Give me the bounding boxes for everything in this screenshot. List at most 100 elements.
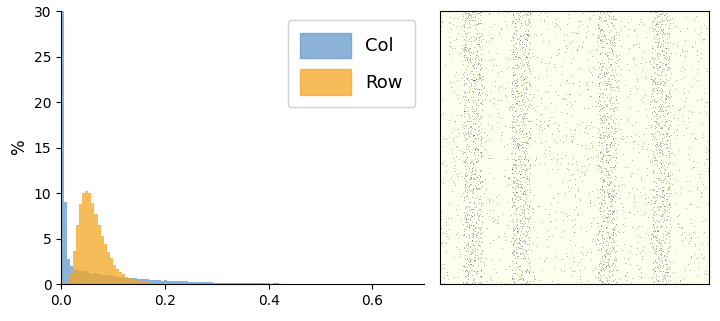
- Point: [459, 205, 471, 210]
- Point: [577, 251, 589, 256]
- Point: [538, 125, 549, 130]
- Point: [593, 231, 604, 236]
- Point: [685, 235, 697, 240]
- Point: [536, 112, 547, 117]
- Point: [469, 243, 480, 248]
- Point: [656, 28, 667, 33]
- Point: [472, 10, 483, 15]
- Point: [582, 250, 593, 255]
- Point: [594, 133, 606, 138]
- Point: [651, 136, 662, 141]
- Point: [519, 240, 531, 245]
- Point: [476, 247, 487, 253]
- Point: [459, 58, 470, 63]
- Point: [469, 55, 480, 60]
- Point: [603, 257, 614, 262]
- Point: [592, 270, 603, 275]
- Point: [522, 22, 534, 27]
- Point: [599, 178, 611, 184]
- Point: [680, 126, 692, 131]
- Point: [658, 113, 670, 118]
- Point: [451, 244, 462, 249]
- Point: [651, 204, 662, 210]
- Point: [473, 206, 485, 212]
- Point: [504, 181, 516, 187]
- Point: [507, 11, 518, 16]
- Point: [520, 215, 531, 220]
- Point: [654, 114, 665, 119]
- Point: [444, 80, 456, 85]
- Point: [549, 138, 560, 143]
- Point: [660, 256, 671, 262]
- Point: [523, 182, 534, 187]
- Point: [593, 130, 604, 135]
- Point: [611, 221, 622, 226]
- Point: [593, 248, 604, 253]
- Point: [548, 196, 559, 201]
- Point: [653, 108, 665, 113]
- Point: [598, 266, 609, 272]
- Point: [475, 82, 487, 87]
- Point: [599, 113, 611, 118]
- Point: [598, 64, 609, 69]
- Point: [506, 122, 518, 127]
- Point: [465, 76, 477, 81]
- Point: [467, 186, 479, 191]
- Point: [604, 246, 616, 251]
- Point: [651, 20, 662, 25]
- Point: [594, 99, 606, 104]
- Point: [457, 94, 469, 99]
- Point: [623, 190, 634, 195]
- Point: [492, 213, 504, 219]
- Point: [649, 279, 660, 284]
- Point: [662, 170, 674, 175]
- Point: [502, 79, 513, 84]
- Point: [600, 173, 612, 178]
- Point: [567, 223, 578, 229]
- Point: [603, 149, 614, 154]
- Point: [517, 148, 528, 153]
- Point: [662, 40, 674, 45]
- Point: [476, 239, 487, 244]
- Bar: [200, 282, 204, 284]
- Point: [517, 131, 528, 136]
- Point: [604, 191, 616, 196]
- Point: [464, 52, 476, 57]
- Point: [608, 245, 619, 250]
- Point: [654, 64, 665, 69]
- Point: [476, 250, 487, 256]
- Point: [647, 194, 659, 199]
- Point: [515, 277, 526, 282]
- Point: [508, 157, 520, 162]
- Point: [686, 165, 698, 170]
- Point: [579, 126, 590, 131]
- Point: [595, 209, 606, 214]
- Point: [593, 264, 604, 269]
- Point: [510, 196, 521, 202]
- Point: [475, 77, 487, 82]
- Point: [597, 236, 608, 241]
- Point: [622, 94, 634, 100]
- Point: [517, 33, 528, 38]
- Point: [476, 213, 487, 219]
- Point: [595, 223, 606, 228]
- Point: [459, 171, 470, 176]
- Point: [648, 137, 660, 142]
- Point: [618, 273, 630, 278]
- Point: [647, 155, 659, 160]
- Point: [549, 65, 561, 70]
- Point: [551, 156, 562, 161]
- Point: [596, 201, 608, 206]
- Point: [462, 142, 473, 147]
- Point: [511, 225, 523, 230]
- Point: [467, 207, 478, 212]
- Point: [512, 197, 523, 202]
- Point: [450, 143, 462, 149]
- Point: [657, 38, 669, 43]
- Point: [601, 104, 613, 109]
- Point: [660, 56, 671, 61]
- Point: [608, 143, 620, 148]
- Point: [516, 107, 528, 112]
- Point: [647, 94, 659, 99]
- Point: [686, 84, 698, 89]
